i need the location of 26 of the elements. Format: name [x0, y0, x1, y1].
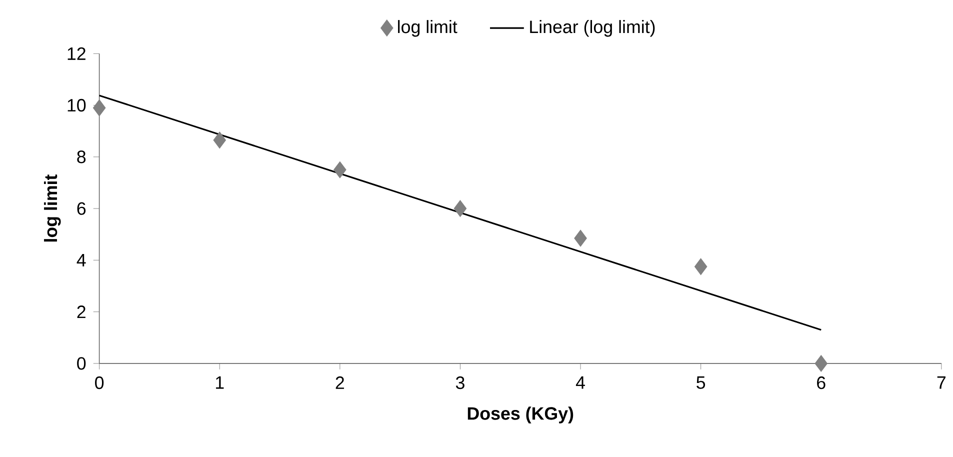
point	[454, 200, 467, 217]
point	[814, 355, 828, 372]
point	[694, 258, 708, 276]
x-tick-label: 6	[817, 376, 826, 390]
point	[213, 132, 226, 149]
y-tick-label: 0	[77, 357, 86, 370]
x-tick-label: 7	[937, 376, 946, 389]
y-tick-label: 10	[68, 99, 86, 112]
y-axis-title: log limit	[44, 174, 61, 242]
x-tick-label: 5	[696, 376, 706, 390]
point	[574, 230, 587, 247]
x-axis-title: Doses (KGy)	[468, 406, 574, 424]
y-tick-label: 6	[77, 202, 86, 215]
point	[334, 162, 346, 178]
x-tick-label: 2	[336, 376, 344, 389]
y-tick-label: 4	[76, 254, 86, 266]
y-tick-label: 8	[77, 150, 86, 164]
x-tick-label: 3	[456, 376, 464, 390]
y-tick-label: 2	[77, 306, 86, 318]
x-tick-label: 4	[576, 376, 585, 389]
point	[92, 100, 106, 116]
x-tick-label: 1	[216, 376, 224, 389]
y-tick-label: 12	[68, 47, 86, 60]
x-tick-label: 0	[95, 376, 104, 390]
legend-label: Linear (log limit)	[530, 20, 655, 37]
legend-label: log limit	[398, 20, 458, 37]
